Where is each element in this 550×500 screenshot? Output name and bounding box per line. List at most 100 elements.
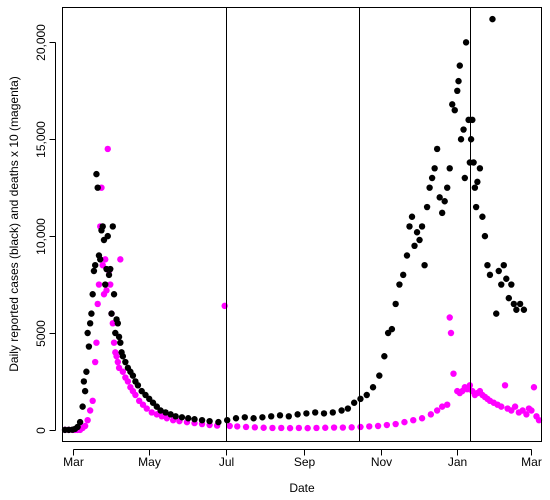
cases-point [178, 414, 186, 421]
cases-point [426, 184, 433, 191]
deaths-point [148, 409, 155, 416]
deaths-point [103, 287, 110, 294]
cases-point [474, 178, 481, 186]
x-tick-label: May [138, 455, 161, 469]
cases-point [423, 203, 431, 211]
deaths-point [383, 421, 391, 429]
cases-point [224, 416, 231, 424]
deaths-point [124, 378, 132, 385]
cases-point [413, 229, 421, 236]
x-tick-label: Mar [521, 455, 542, 469]
cases-point [520, 306, 528, 313]
cases-point [344, 405, 352, 412]
cases-point [460, 126, 467, 133]
deaths-point [269, 424, 276, 432]
cases-point [493, 310, 500, 317]
y-axis-title: Daily reported cases (black) and deaths … [7, 76, 21, 371]
cases-point [294, 411, 301, 418]
cases-point [107, 265, 114, 273]
cases-point [110, 291, 118, 298]
deaths-point [278, 424, 285, 432]
deaths-point [530, 384, 538, 391]
cases-point [81, 387, 89, 395]
deaths-point [366, 423, 373, 430]
cases-point [84, 329, 91, 337]
plot-frame [62, 7, 542, 442]
deaths-point [95, 281, 103, 288]
cases-point [388, 325, 396, 333]
y-tick-label: 0 [34, 427, 48, 434]
deaths-point [427, 411, 435, 418]
cases-point [268, 413, 275, 420]
deaths-point [466, 382, 474, 389]
deaths-point [511, 403, 519, 410]
cases-point [105, 271, 113, 279]
deaths-point [143, 405, 150, 412]
cases-point [206, 417, 213, 425]
cases-point [513, 306, 520, 313]
deaths-point [535, 416, 543, 424]
cases-point [381, 353, 388, 360]
cases-point [198, 416, 206, 424]
cases-point [476, 165, 484, 172]
cases-point [411, 242, 418, 250]
cases-point [503, 275, 510, 282]
cases-point [433, 145, 441, 153]
cases-point [276, 412, 284, 419]
deaths-point [528, 407, 535, 414]
vlines-layer [226, 7, 471, 442]
deaths-point [444, 401, 451, 408]
cases-point [102, 281, 109, 288]
cases-point [88, 310, 95, 317]
x-tick-label: Jan [448, 455, 467, 469]
x-tick-label: Nov [371, 455, 392, 469]
cases-point [172, 413, 179, 420]
deaths-point [107, 281, 114, 288]
cases-point [457, 136, 465, 143]
deaths-point [433, 407, 441, 414]
y-tick-label: 20,000 [34, 24, 48, 61]
cases-point [369, 384, 377, 391]
cases-point [449, 101, 456, 108]
cases-point [91, 261, 99, 269]
deaths-point [113, 353, 120, 360]
deaths-point [117, 256, 124, 263]
deaths-point [348, 424, 355, 431]
deaths-point [119, 368, 127, 375]
cases-point [510, 300, 518, 308]
deaths-point [260, 424, 267, 431]
deaths-point [523, 411, 530, 418]
cases-point [454, 87, 461, 95]
cases-point [232, 415, 240, 422]
deaths-point [110, 339, 118, 346]
deaths-point [313, 424, 320, 432]
points-layer [61, 15, 543, 434]
cases-point [191, 416, 198, 423]
cases-point [109, 223, 116, 230]
cases-point [467, 136, 475, 143]
cases-point [444, 184, 451, 191]
cases-point [416, 236, 423, 244]
deaths-point [418, 415, 426, 422]
y-tick-label: 10,000 [34, 218, 48, 255]
deaths-point [498, 403, 505, 410]
deaths-point [339, 424, 347, 431]
x-axis-title: Date [289, 481, 315, 495]
cases-point [400, 271, 407, 279]
cases-point [215, 418, 222, 426]
cases-point [357, 395, 364, 403]
deaths-point [114, 358, 122, 366]
cases-point [185, 415, 192, 422]
deaths-point [91, 358, 99, 366]
cases-point [436, 194, 443, 201]
cases-point [162, 409, 169, 416]
cases-point [431, 165, 438, 172]
deaths-point [132, 391, 139, 399]
x-axis: Mar May Jul Sep Nov Jan Mar [63, 449, 542, 469]
cases-point [97, 256, 104, 263]
y-tick-label: 15,000 [34, 121, 48, 158]
deaths-point [374, 422, 382, 430]
deaths-point [242, 423, 250, 431]
cases-point [451, 106, 458, 114]
deaths-point [84, 416, 91, 424]
